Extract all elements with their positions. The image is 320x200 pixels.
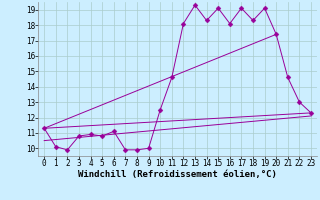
X-axis label: Windchill (Refroidissement éolien,°C): Windchill (Refroidissement éolien,°C) (78, 170, 277, 179)
